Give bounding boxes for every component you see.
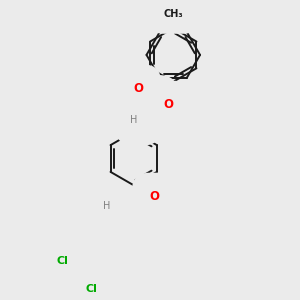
Text: H: H — [103, 201, 111, 211]
Text: O: O — [134, 82, 143, 95]
Text: N: N — [109, 202, 119, 215]
Text: H: H — [130, 115, 137, 125]
Text: H: H — [134, 116, 143, 126]
Text: Cl: Cl — [86, 284, 98, 294]
Text: CH₃: CH₃ — [164, 9, 183, 19]
Text: N: N — [134, 115, 143, 128]
Text: O: O — [164, 98, 174, 112]
Text: Cl: Cl — [57, 256, 69, 266]
Text: S: S — [150, 94, 159, 107]
Text: O: O — [150, 190, 160, 203]
